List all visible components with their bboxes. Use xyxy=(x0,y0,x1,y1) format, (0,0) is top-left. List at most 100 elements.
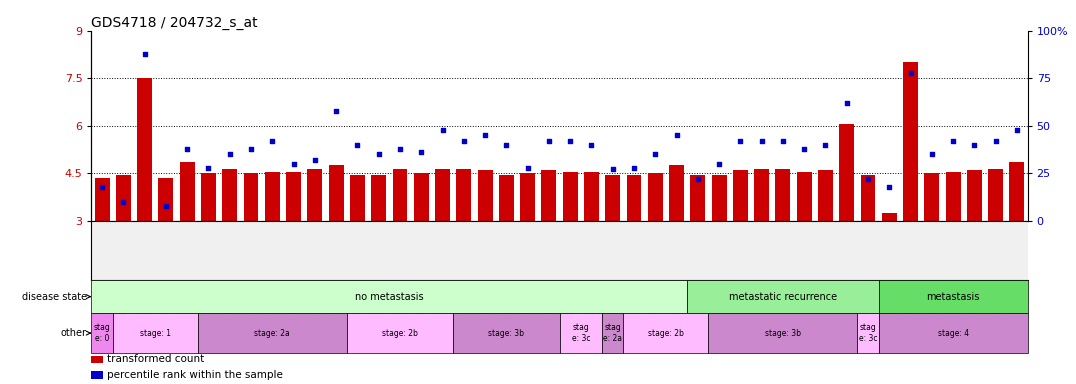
Bar xyxy=(453,313,560,353)
Point xyxy=(732,138,749,144)
Bar xyxy=(95,178,110,221)
Point xyxy=(690,176,707,182)
Point xyxy=(519,164,536,170)
Bar xyxy=(903,62,918,221)
Point xyxy=(583,142,600,148)
Bar xyxy=(223,169,237,221)
Point xyxy=(94,184,111,190)
Point xyxy=(285,161,302,167)
Point xyxy=(477,132,494,138)
Bar xyxy=(350,175,365,221)
Bar xyxy=(91,371,102,379)
Bar xyxy=(346,313,453,353)
Point xyxy=(1008,126,1025,132)
Point xyxy=(902,70,919,76)
Point xyxy=(923,151,940,157)
Bar xyxy=(946,172,961,221)
Point xyxy=(370,151,387,157)
Point xyxy=(540,138,557,144)
Point xyxy=(753,138,770,144)
Point xyxy=(455,138,472,144)
Text: stage: 1: stage: 1 xyxy=(140,329,171,338)
Point xyxy=(860,176,877,182)
Point xyxy=(668,132,685,138)
Bar xyxy=(560,313,603,353)
Bar xyxy=(858,313,879,353)
Point xyxy=(498,142,515,148)
Bar xyxy=(1009,162,1024,221)
Bar xyxy=(265,172,280,221)
Text: stage: 4: stage: 4 xyxy=(937,329,968,338)
Bar xyxy=(606,175,620,221)
Point xyxy=(242,146,259,152)
Point xyxy=(647,151,664,157)
Point xyxy=(179,146,196,152)
Bar xyxy=(882,213,896,221)
Bar xyxy=(879,313,1028,353)
Text: stage: 3b: stage: 3b xyxy=(489,329,524,338)
Bar xyxy=(603,313,623,353)
Point xyxy=(392,146,409,152)
Bar xyxy=(623,313,708,353)
Point xyxy=(200,164,217,170)
Text: stag
e: 2a: stag e: 2a xyxy=(604,323,622,343)
Bar xyxy=(91,356,102,363)
Text: disease state: disease state xyxy=(22,291,90,302)
Point xyxy=(838,100,855,106)
Bar xyxy=(371,175,386,221)
Bar xyxy=(688,280,879,313)
Text: stage: 3b: stage: 3b xyxy=(765,329,801,338)
Point xyxy=(434,126,451,132)
Point xyxy=(562,138,579,144)
Bar xyxy=(91,313,113,353)
Point xyxy=(222,151,239,157)
Text: GDS4718 / 204732_s_at: GDS4718 / 204732_s_at xyxy=(91,16,258,30)
Point xyxy=(966,142,983,148)
Bar xyxy=(138,78,152,221)
Point xyxy=(945,138,962,144)
Text: stage: 2b: stage: 2b xyxy=(382,329,417,338)
Bar xyxy=(776,169,791,221)
Point xyxy=(604,166,621,172)
Point xyxy=(264,138,281,144)
Bar xyxy=(988,169,1003,221)
Point xyxy=(412,149,429,156)
Point xyxy=(115,199,132,205)
Bar xyxy=(967,170,981,221)
Bar xyxy=(584,172,599,221)
Point xyxy=(775,138,792,144)
Bar xyxy=(563,172,578,221)
Bar xyxy=(520,173,535,221)
Bar xyxy=(691,175,705,221)
Point xyxy=(327,108,344,114)
Text: other: other xyxy=(60,328,90,338)
Bar xyxy=(286,172,301,221)
Bar xyxy=(158,178,173,221)
Text: stag
e: 3c: stag e: 3c xyxy=(859,323,877,343)
Bar xyxy=(113,313,198,353)
Bar xyxy=(879,280,1028,313)
Bar xyxy=(456,169,471,221)
Point xyxy=(817,142,834,148)
Point xyxy=(987,138,1004,144)
Bar xyxy=(541,170,556,221)
Bar xyxy=(243,173,258,221)
Bar xyxy=(91,280,688,313)
Bar xyxy=(861,175,876,221)
Text: stag
e: 0: stag e: 0 xyxy=(94,323,111,343)
Text: no metastasis: no metastasis xyxy=(355,291,424,302)
Text: stage: 2b: stage: 2b xyxy=(648,329,684,338)
Text: stage: 2a: stage: 2a xyxy=(254,329,291,338)
Point xyxy=(795,146,812,152)
Bar xyxy=(308,169,323,221)
Point xyxy=(349,142,366,148)
Bar xyxy=(478,170,493,221)
Text: metastatic recurrence: metastatic recurrence xyxy=(728,291,837,302)
Bar xyxy=(393,169,408,221)
Bar xyxy=(648,173,663,221)
Text: stag
e: 3c: stag e: 3c xyxy=(571,323,590,343)
Point xyxy=(880,184,897,190)
Bar xyxy=(733,170,748,221)
Point xyxy=(710,161,727,167)
Bar xyxy=(754,169,769,221)
